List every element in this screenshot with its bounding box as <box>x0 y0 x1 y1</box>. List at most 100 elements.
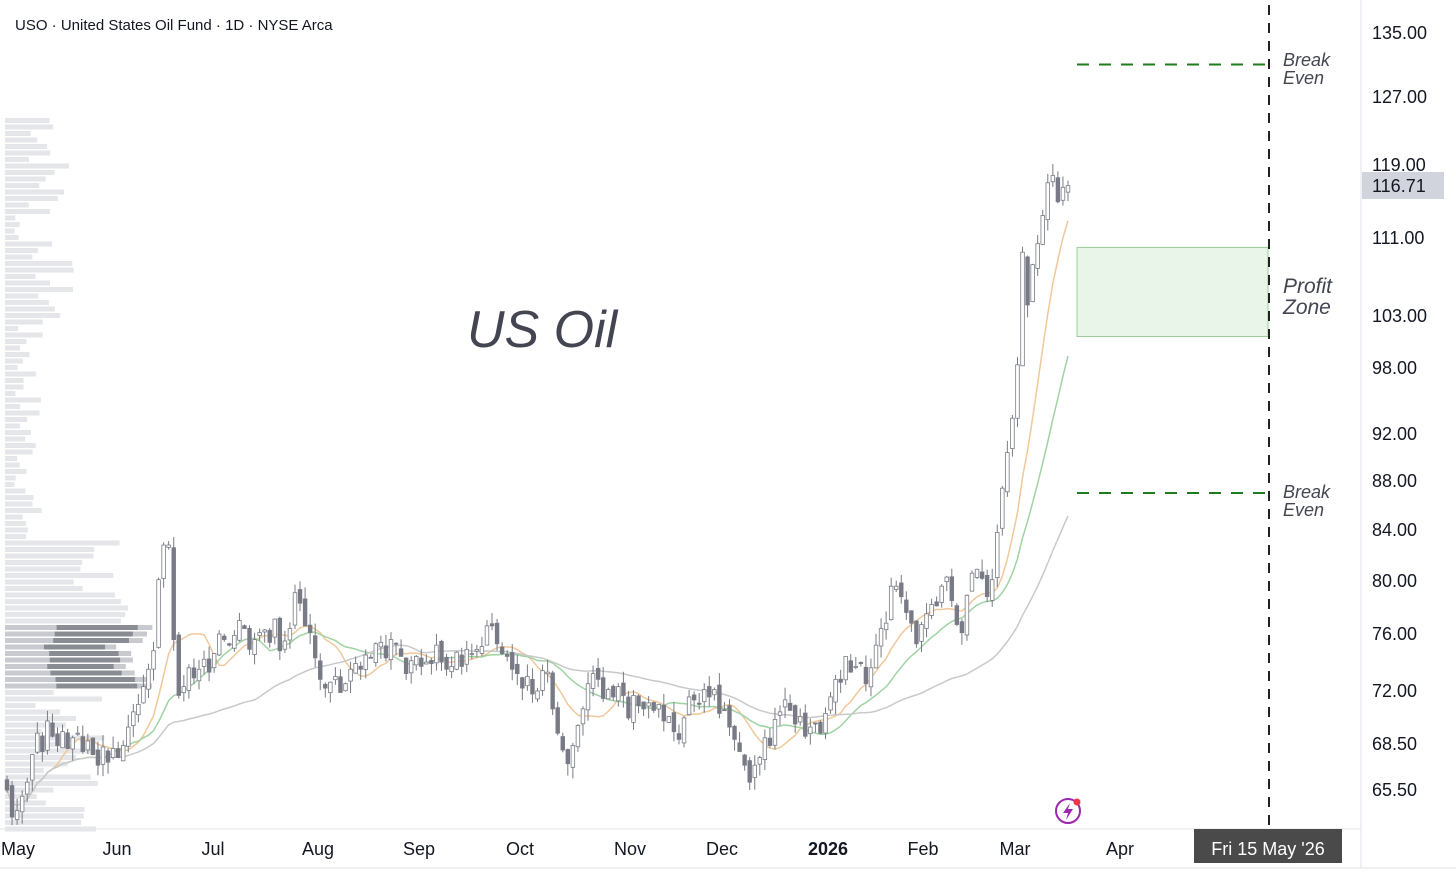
symbol-header[interactable]: USO · United States Oil Fund · 1D · NYSE… <box>15 17 333 34</box>
price-axis-tick-label: 98.00 <box>1372 358 1417 378</box>
volume-profile-bar <box>5 774 91 780</box>
volume-profile-bar <box>5 488 26 494</box>
volume-profile-bar <box>5 261 73 266</box>
volume-profile-bar <box>5 176 46 182</box>
volume-profile-bar <box>5 326 19 331</box>
time-axis-tick-label: 2026 <box>808 839 848 859</box>
volume-profile-bar <box>5 761 68 767</box>
candle-body <box>196 668 202 682</box>
candle-body <box>166 544 171 548</box>
candle-body <box>474 648 480 652</box>
candle-body <box>651 702 656 711</box>
candle-body <box>90 737 96 755</box>
candle-body <box>247 627 252 650</box>
candle-body <box>868 667 874 688</box>
candle-body <box>353 663 358 674</box>
candle-body <box>343 683 348 692</box>
candle-body <box>939 585 944 603</box>
candle-body <box>1025 256 1030 306</box>
volume-profile-bar <box>5 228 15 234</box>
candle-body <box>535 690 540 700</box>
candle-body <box>737 742 742 752</box>
candle-body <box>55 733 60 746</box>
candle-body <box>616 686 621 702</box>
volume-profile-bar <box>5 170 55 175</box>
candle-body <box>1000 487 1005 529</box>
candle-body <box>1060 186 1066 201</box>
candle-body <box>479 646 485 654</box>
price-axis-tick-label: 92.00 <box>1372 424 1417 444</box>
candle-body <box>272 618 277 638</box>
candle-body <box>297 589 303 604</box>
candle-body <box>813 722 818 725</box>
candle-body <box>171 547 176 640</box>
candle-body <box>666 716 672 723</box>
volume-profile-bar <box>5 716 77 721</box>
candle-body <box>19 795 25 813</box>
volume-profile-bar <box>5 612 126 617</box>
volume-profile-bar <box>5 586 83 591</box>
candle-body <box>146 668 151 690</box>
candle-body <box>1065 185 1071 193</box>
candle-body <box>328 681 333 694</box>
candle-body <box>100 746 106 765</box>
candle-body <box>798 716 803 723</box>
volume-profile-bar <box>5 417 28 422</box>
candle-body <box>439 640 444 663</box>
candle-body <box>323 683 328 689</box>
volume-profile-bar <box>5 534 27 539</box>
volume-profile-bar <box>5 137 38 143</box>
volume-profile-bar <box>5 696 102 702</box>
volume-profile-bar <box>5 196 58 201</box>
volume-profile-bar <box>5 560 83 565</box>
candle-body <box>828 696 833 711</box>
ma-slow-line <box>6 515 1069 807</box>
candle-body <box>823 712 828 734</box>
volume-profile-bar-value-area <box>55 677 135 682</box>
candle-body <box>312 635 318 659</box>
volume-profile-bar-value-area <box>47 664 114 669</box>
volume-profile-bar <box>5 189 65 195</box>
volume-profile-bar <box>5 384 24 390</box>
candle-body <box>717 684 722 714</box>
last-price-label: 116.71 <box>1372 176 1426 196</box>
candle-body <box>595 667 601 680</box>
volume-profile-bar <box>5 248 38 253</box>
candle-body <box>954 605 960 625</box>
candle-body <box>540 670 545 691</box>
candle-body <box>656 703 661 710</box>
volume-profile-bar <box>5 332 43 338</box>
candle-body <box>904 599 909 613</box>
candle-body <box>888 585 894 621</box>
volume-profile-bar-value-area <box>49 657 121 663</box>
candle-body <box>176 634 181 696</box>
candle-body <box>959 621 965 634</box>
volume-profile-bar <box>5 358 23 364</box>
candle-body <box>393 642 399 645</box>
time-axis-tick-label: Feb <box>907 839 938 859</box>
volume-profile-bar <box>5 404 21 409</box>
volume-profile-bar <box>5 391 16 396</box>
candle-body <box>484 625 490 646</box>
candle-body <box>464 648 469 665</box>
volume-profile-bar <box>5 566 81 572</box>
candle-body <box>302 598 308 627</box>
lightning-icon[interactable] <box>1055 798 1081 824</box>
candle-body <box>671 712 677 733</box>
price-axis-tick-label: 111.00 <box>1372 228 1424 248</box>
volume-profile-bar <box>5 144 48 149</box>
candle-body <box>121 745 126 762</box>
volume-profile-bar <box>5 527 28 533</box>
crosshair-date-label: Fri 15 May '26 <box>1211 839 1324 859</box>
candle-body <box>151 650 156 670</box>
candle-body <box>287 628 293 641</box>
candle-body <box>611 685 616 698</box>
volume-profile-bar <box>5 209 50 214</box>
volume-profile-bar <box>5 703 36 708</box>
candle-body <box>333 676 338 681</box>
price-axis-tick-label: 119.00 <box>1372 155 1426 175</box>
volume-profile-bar <box>5 618 121 624</box>
volume-profile-bar <box>5 274 36 279</box>
